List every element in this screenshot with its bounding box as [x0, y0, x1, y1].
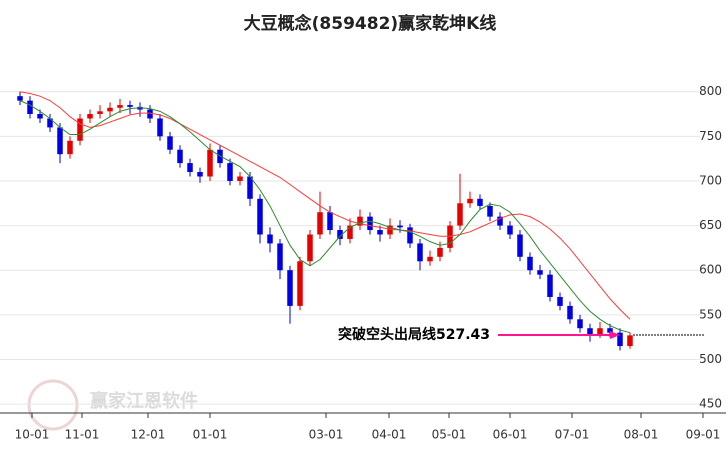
x-tick-label: 10-01: [15, 428, 50, 442]
x-tick-label: 04-01: [372, 428, 407, 442]
candle-body: [407, 227, 413, 244]
x-tick-label: 08-01: [624, 428, 659, 442]
candle-body: [557, 296, 563, 306]
watermark: 赢家江恩软件: [27, 379, 198, 431]
candle-body: [287, 270, 293, 306]
candle-body: [457, 203, 463, 226]
candle-body: [37, 114, 43, 119]
candle-body: [617, 332, 623, 347]
x-tick-label: 03-01: [309, 428, 344, 442]
candle-body: [527, 256, 533, 271]
candle-body: [107, 107, 113, 112]
candle-body: [77, 118, 83, 141]
moving-average-line: [19, 91, 631, 320]
candle-body: [467, 198, 473, 204]
candle-body: [177, 149, 183, 164]
candle-body: [67, 140, 73, 155]
candle-body: [117, 105, 123, 108]
x-tick-label: 07-01: [555, 428, 590, 442]
chart-title: 大豆概念(859482)赢家乾坤K线: [244, 13, 497, 34]
candle-body: [477, 198, 483, 206]
candle-body: [627, 335, 633, 347]
candle-body: [307, 234, 313, 262]
y-tick-label: 800: [699, 84, 722, 98]
candle-body: [257, 198, 263, 235]
x-tick-label: 06-01: [493, 428, 528, 442]
candle-body: [597, 328, 603, 335]
y-tick-label: 450: [699, 397, 722, 411]
moving-average-line: [19, 100, 631, 334]
candle-body: [587, 328, 593, 335]
candle-body: [277, 243, 283, 271]
candle-body: [57, 127, 63, 155]
candle-body: [437, 247, 443, 257]
candle-body: [577, 319, 583, 329]
candle-body: [547, 274, 553, 297]
candle-body: [327, 212, 333, 231]
candle-body: [497, 216, 503, 226]
candle-body: [207, 149, 213, 177]
candle-body: [367, 216, 373, 231]
x-tick-label: 12-01: [131, 428, 166, 442]
y-tick-label: 700: [699, 173, 722, 187]
watermark-text: 赢家江恩软件: [90, 390, 198, 412]
candle-body: [167, 136, 173, 150]
annotation-text: 突破空头出局线527.43: [338, 326, 490, 343]
candle-body: [517, 234, 523, 257]
y-tick-label: 500: [699, 352, 722, 366]
candle-body: [97, 111, 103, 115]
candle-body: [187, 163, 193, 173]
annotation-arrow-head: [610, 330, 620, 339]
candle-body: [17, 96, 23, 101]
watermark-logo: [27, 379, 79, 431]
candle-body: [147, 109, 153, 119]
candle-body: [47, 118, 53, 128]
candle-body: [357, 216, 363, 226]
candle-body: [267, 234, 273, 244]
candle-body: [387, 225, 393, 235]
candle-body: [317, 212, 323, 235]
candle-body: [297, 261, 303, 306]
candle-body: [197, 172, 203, 177]
candle-body: [507, 225, 513, 235]
candle-body: [227, 163, 233, 181]
candle-body: [157, 118, 163, 137]
candle-body: [127, 105, 133, 107]
candle-body: [417, 243, 423, 262]
x-tick-label: 01-01: [193, 428, 228, 442]
candle-body: [27, 100, 33, 115]
x-tick-label: 05-01: [432, 428, 467, 442]
candle-body: [247, 176, 253, 199]
candle-body: [377, 230, 383, 235]
candle-body: [397, 225, 403, 228]
x-tick-label: 09-01: [686, 428, 721, 442]
y-tick-label: 650: [699, 218, 722, 232]
x-tick-label: 11-01: [65, 428, 100, 442]
candle-body: [487, 205, 493, 217]
candle-body: [87, 114, 93, 119]
y-tick-label: 550: [699, 307, 722, 321]
candle-body: [567, 305, 573, 320]
y-tick-label: 600: [699, 263, 722, 277]
y-tick-label: 750: [699, 129, 722, 143]
candle-body: [537, 270, 543, 275]
candle-body: [237, 176, 243, 181]
candle-body: [347, 225, 353, 239]
candle-body: [427, 256, 433, 262]
candle-body: [607, 328, 613, 333]
candle-body: [337, 230, 343, 239]
